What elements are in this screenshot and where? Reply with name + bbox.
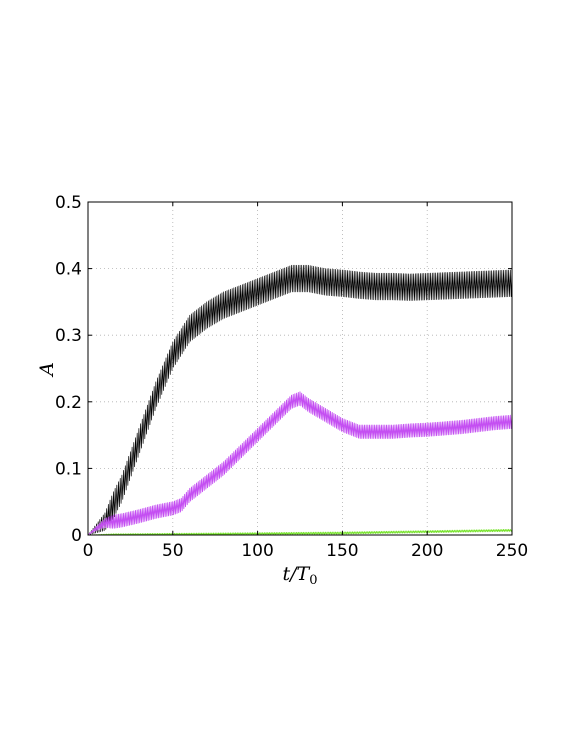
x-tick-label: 100 (241, 541, 273, 561)
x-axis-label: t/T0 (283, 563, 318, 588)
x-tick-label: 200 (411, 541, 443, 561)
y-tick-labels: 0 0.1 0.2 0.3 0.4 0.5 (55, 193, 82, 546)
ticks (87, 201, 513, 536)
series-line-0 (87, 264, 513, 536)
series-line-1 (87, 391, 513, 536)
x-tick-labels: 0 50 100 150 200 250 (83, 541, 529, 561)
plot-background (88, 202, 512, 535)
y-tick-label: 0 (71, 526, 82, 546)
y-tick-label: 0.2 (55, 393, 82, 413)
plot-frame (87, 201, 513, 536)
series-line-2 (88, 528, 513, 536)
x-tick-label: 50 (162, 541, 184, 561)
y-tick-label: 0.4 (55, 260, 82, 280)
x-axis-label-main: t/T (283, 563, 311, 585)
y-axis-label: A (36, 362, 58, 378)
x-tick-label: 150 (326, 541, 358, 561)
x-axis-label-sub: 0 (309, 573, 317, 588)
y-tick-label: 0.5 (55, 193, 82, 213)
x-tick-label: 0 (83, 541, 94, 561)
y-tick-label: 0.1 (55, 459, 82, 479)
x-tick-label: 250 (496, 541, 528, 561)
y-tick-label: 0.3 (55, 326, 82, 346)
series-group (87, 264, 513, 536)
